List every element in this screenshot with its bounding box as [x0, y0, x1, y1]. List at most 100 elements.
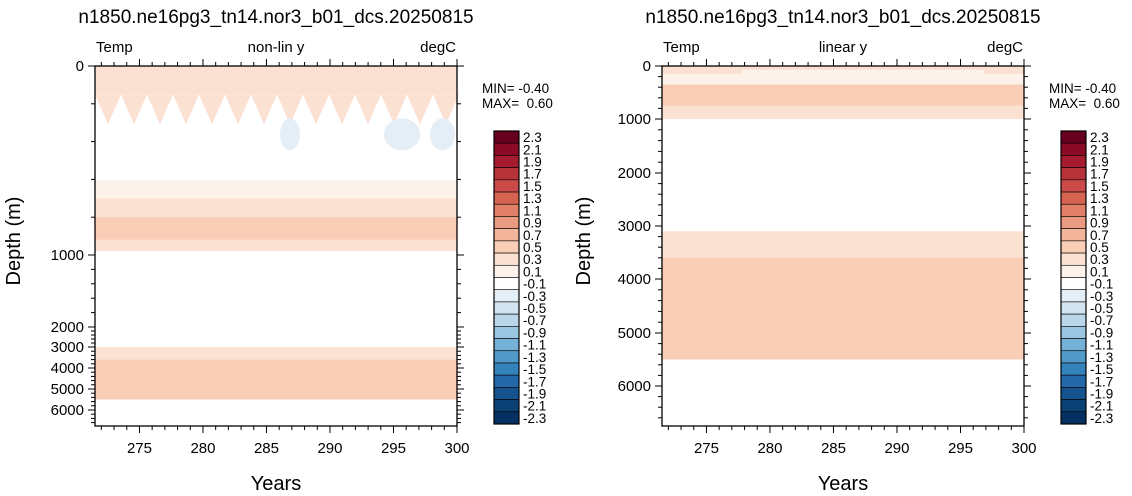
colorbar-swatch — [1060, 338, 1087, 352]
colorbar-label: -1.7 — [523, 374, 546, 389]
contour-patch — [95, 94, 121, 125]
contour-patch — [95, 180, 457, 199]
x-tick-label: 300 — [1011, 440, 1036, 457]
y-tick-label: 5000 — [51, 381, 84, 398]
contour-patch — [329, 94, 355, 125]
colorbar-swatch — [493, 313, 520, 327]
contour-layer — [95, 399, 457, 426]
colorbar-swatch — [1060, 313, 1087, 327]
min-label: MIN= -0.40 — [482, 81, 549, 96]
colorbar-label: 1.1 — [1090, 203, 1109, 218]
y-axis-label: Depth (m) — [573, 197, 595, 286]
y-tick-label: 2000 — [51, 319, 84, 336]
contour-layer — [95, 239, 457, 252]
colorbar-swatch — [493, 216, 520, 229]
contour-layer — [95, 251, 457, 273]
units-label: degC — [420, 39, 456, 56]
colorbar-label: -1.5 — [1090, 362, 1113, 377]
colorbar-swatch — [1060, 142, 1087, 156]
contour-layer — [662, 202, 1024, 232]
x-axis-label: Years — [818, 473, 868, 495]
colorbar-swatch — [493, 374, 520, 388]
colorbar-label: -1.9 — [523, 386, 546, 401]
colorbar-swatch — [493, 350, 520, 364]
variable-label: Temp — [663, 39, 700, 56]
contour-patch — [407, 94, 433, 125]
x-tick-label: 275 — [127, 440, 152, 457]
y-tick-label: 1000 — [51, 247, 84, 264]
y-tick-label: 1000 — [618, 111, 651, 128]
x-tick-label: 290 — [317, 440, 342, 457]
colorbar-label: 0.7 — [1090, 228, 1109, 243]
contour-patch — [742, 70, 984, 78]
colorbar-swatch — [1060, 155, 1087, 168]
axis-type-label: non-lin y — [248, 39, 305, 56]
colorbar-label: 0.9 — [523, 216, 542, 231]
colorbar-label: 2.3 — [523, 130, 542, 145]
contour-layer — [662, 84, 1024, 106]
contour-patch — [280, 118, 300, 151]
colorbar-swatch — [1060, 179, 1087, 193]
colorbar-label: -0.9 — [523, 325, 546, 340]
colorbar-label: -1.1 — [523, 338, 546, 353]
colorbar-swatch — [1060, 387, 1087, 400]
colorbar-label: -0.5 — [523, 301, 546, 316]
contour-layer — [662, 66, 1024, 74]
colorbar-swatch — [493, 326, 520, 339]
colorbar-swatch — [1060, 326, 1087, 339]
contour-patch — [121, 94, 147, 125]
colorbar-label: -0.9 — [1090, 325, 1113, 340]
contour-layer — [662, 359, 1024, 426]
x-tick-label: 295 — [381, 440, 406, 457]
units-label: degC — [987, 39, 1023, 56]
y-tick-label: 4000 — [51, 360, 84, 377]
contour-fill — [662, 66, 1024, 426]
colorbar-swatch — [1060, 277, 1087, 291]
colorbar-swatch — [493, 179, 520, 193]
colorbar-label: -0.7 — [1090, 313, 1113, 328]
contour-layer — [95, 359, 457, 400]
colorbar-label: -2.1 — [1090, 399, 1113, 414]
colorbar-swatch — [1060, 289, 1087, 303]
colorbar: 2.32.11.91.71.51.31.10.90.70.50.30.1-0.1… — [493, 130, 546, 426]
panel-title: n1850.ne16pg3_tn14.nor3_b01_dcs.20250815 — [645, 7, 1040, 28]
colorbar-swatch — [493, 264, 520, 278]
max-label: MAX= 0.60 — [482, 96, 553, 111]
x-tick-label: 285 — [254, 440, 279, 457]
contour-patch — [384, 118, 420, 151]
y-tick-label: 2000 — [618, 165, 651, 182]
colorbar-label: 2.1 — [523, 142, 542, 157]
y-tick-label: 5000 — [618, 325, 651, 342]
contour-layer — [662, 105, 1024, 119]
plot-axes: 275 280 285 290 295 3000100020003000400050006… — [618, 58, 1037, 457]
colorbar-swatch — [493, 277, 520, 291]
colorbar-swatch — [493, 387, 520, 400]
x-tick-label: 290 — [884, 440, 909, 457]
contour-patch — [251, 94, 277, 125]
contour-patch — [199, 94, 225, 125]
colorbar-swatch — [1060, 362, 1087, 376]
colorbar-swatch — [493, 289, 520, 303]
colorbar-swatch — [1060, 216, 1087, 229]
colorbar-swatch — [1060, 252, 1087, 266]
colorbar-label: 1.9 — [1090, 155, 1109, 170]
colorbar-label: 0.9 — [1090, 216, 1109, 231]
colorbar-label: -0.7 — [523, 313, 546, 328]
max-label: MAX= 0.60 — [1049, 96, 1120, 111]
plot-axes: 275 280 285 290 295 3000100020003000400050006… — [51, 58, 470, 457]
colorbar-swatch — [493, 411, 520, 425]
colorbar-label: 1.7 — [1090, 167, 1109, 182]
colorbar-swatch — [493, 167, 520, 181]
y-tick-label: 3000 — [618, 218, 651, 235]
contour-layer — [662, 73, 1024, 85]
contour-patch — [147, 94, 173, 125]
colorbar-swatch — [1060, 240, 1087, 254]
colorbar-label: -1.3 — [1090, 350, 1113, 365]
colorbar-label: 1.7 — [523, 167, 542, 182]
contour-patch — [355, 94, 381, 125]
y-tick-label: 3000 — [51, 339, 84, 356]
contour-patch — [430, 118, 455, 151]
colorbar-label: 0.7 — [523, 228, 542, 243]
colorbar-swatch — [1060, 374, 1087, 388]
